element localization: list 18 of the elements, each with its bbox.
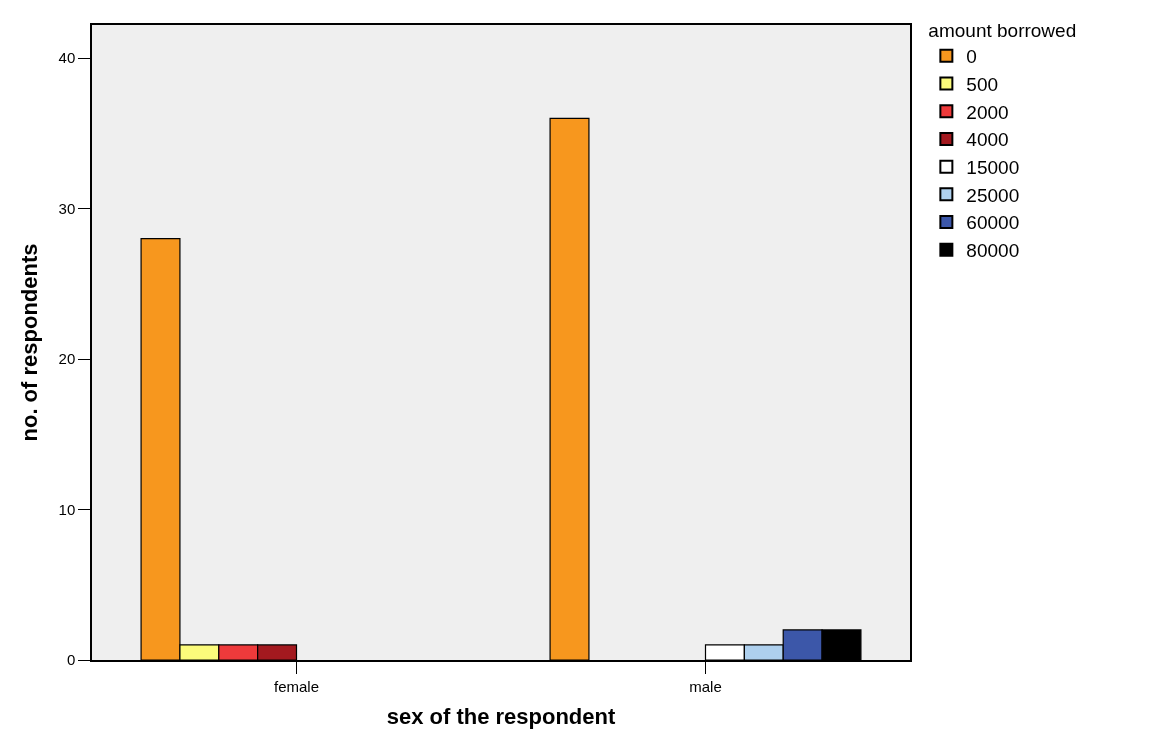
- y-tick-label: 30: [58, 199, 76, 217]
- x-tick-label: female: [273, 677, 320, 695]
- legend-label: 500: [966, 73, 999, 95]
- x-tick-label: male: [689, 677, 722, 695]
- legend-label: 25000: [966, 184, 1020, 206]
- x-axis-title: sex of the respondent: [386, 704, 616, 730]
- y-axis-title: no. of respondents: [16, 243, 42, 442]
- legend-label: 60000: [966, 212, 1020, 234]
- legend-label: 15000: [966, 157, 1020, 179]
- y-tick-label: 0: [66, 651, 76, 669]
- y-tick-label: 10: [58, 500, 76, 518]
- legend-label: 2000: [966, 101, 1009, 123]
- legend-label: 80000: [966, 240, 1020, 262]
- y-tick-label: 20: [58, 350, 76, 368]
- legend-label: 0: [966, 46, 977, 68]
- y-tick-label: 40: [58, 49, 76, 67]
- legend-title: amount borrowed: [928, 20, 1077, 41]
- legend-label: 4000: [966, 129, 1009, 151]
